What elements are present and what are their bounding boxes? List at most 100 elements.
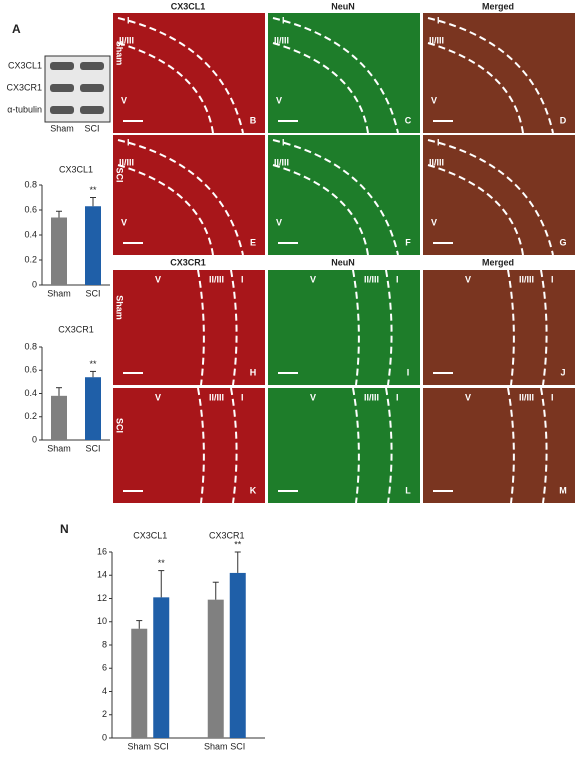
- y-tick-label: 12: [97, 593, 107, 603]
- y-tick-label: 0.2: [24, 411, 37, 421]
- column-header: NeuN: [331, 1, 355, 11]
- layer-boundary: [540, 387, 548, 504]
- micrograph: [113, 388, 265, 503]
- blot-lane-label: SCI: [84, 123, 99, 133]
- layer-label: II/III: [209, 392, 224, 402]
- layer-label: I: [437, 15, 440, 25]
- annotation: **: [89, 185, 97, 195]
- micrograph: [113, 13, 265, 133]
- layer-label: II/III: [364, 274, 379, 284]
- x-tick-label: Sham: [47, 288, 71, 298]
- layer-label: I: [551, 274, 554, 284]
- column-header: CX3CR1: [170, 257, 206, 267]
- panel-letter: J: [560, 367, 565, 377]
- layer-boundary: [427, 17, 554, 134]
- bar: [51, 217, 67, 285]
- layer-label: V: [121, 217, 127, 227]
- panel-letter: H: [250, 367, 257, 377]
- x-tick-label: Sham: [127, 741, 151, 751]
- layer-boundary: [427, 139, 554, 256]
- column-header: Merged: [482, 257, 514, 267]
- layer-label: V: [310, 392, 316, 402]
- column-header: CX3CL1: [171, 1, 206, 11]
- layer-label: V: [121, 95, 127, 105]
- y-tick-label: 0.8: [24, 179, 37, 189]
- group-label: CX3CR1: [209, 530, 245, 540]
- layer-boundary: [385, 387, 393, 504]
- blot-band: [50, 62, 74, 70]
- y-tick-label: 4: [102, 686, 107, 696]
- row-label: Sham: [115, 295, 125, 320]
- layer-boundary: [352, 387, 360, 504]
- row-label: SCI: [115, 167, 125, 182]
- layer-label: II/III: [274, 157, 289, 167]
- layer-label: V: [431, 217, 437, 227]
- chart-title: CX3CR1: [58, 324, 94, 334]
- blot-row-label: CX3CR1: [6, 82, 42, 92]
- blot-band: [80, 62, 104, 70]
- layer-label: I: [127, 15, 130, 25]
- panel-letter: I: [407, 367, 410, 377]
- layer-label: II/III: [209, 274, 224, 284]
- x-tick-label: SCI: [85, 443, 100, 453]
- row-label: Sham: [115, 41, 125, 66]
- layer-label: V: [431, 95, 437, 105]
- layer-boundary: [427, 164, 524, 256]
- layer-boundary: [230, 387, 238, 504]
- layer-label: V: [310, 274, 316, 284]
- x-tick-label: SCI: [85, 288, 100, 298]
- y-tick-label: 0: [102, 732, 107, 742]
- layer-boundary: [385, 269, 393, 386]
- y-tick-label: 10: [97, 616, 107, 626]
- panel-letter: E: [250, 237, 256, 247]
- annotation: **: [234, 539, 242, 549]
- x-tick-label: Sham: [47, 443, 71, 453]
- layer-label: II/III: [364, 392, 379, 402]
- y-tick-label: 0.4: [24, 388, 37, 398]
- layer-label: I: [127, 137, 130, 147]
- panel-letter: D: [560, 115, 567, 125]
- panel-letter: M: [559, 485, 567, 495]
- y-tick-label: 0.2: [24, 254, 37, 264]
- layer-label: II/III: [519, 274, 534, 284]
- panel-letter: G: [559, 237, 566, 247]
- bar: [131, 628, 148, 738]
- layer-boundary: [272, 42, 369, 134]
- layer-boundary: [197, 269, 205, 386]
- blot-row-label: CX3CL1: [8, 60, 42, 70]
- layer-label: I: [396, 392, 399, 402]
- blot-band: [50, 106, 74, 114]
- layer-label: I: [396, 274, 399, 284]
- layer-boundary: [427, 42, 524, 134]
- chart-title: CX3CL1: [59, 164, 93, 174]
- blot-band: [80, 84, 104, 92]
- row-label: SCI: [115, 418, 125, 433]
- layer-label: V: [465, 392, 471, 402]
- bar: [207, 599, 224, 738]
- blot-band: [80, 106, 104, 114]
- layer-label: I: [282, 15, 285, 25]
- group-label: CX3CL1: [133, 530, 167, 540]
- annotation: **: [89, 359, 97, 369]
- y-tick-label: 0: [32, 434, 37, 444]
- layer-label: V: [155, 274, 161, 284]
- micrograph: [268, 135, 420, 255]
- panel-letter: K: [250, 485, 257, 495]
- blot-lane-label: Sham: [50, 123, 74, 133]
- micrograph: [423, 388, 575, 503]
- layer-label: II/III: [274, 35, 289, 45]
- blot-row-label: α-tubulin: [7, 104, 42, 114]
- column-header: Merged: [482, 1, 514, 11]
- layer-label: I: [241, 274, 244, 284]
- y-tick-label: 2: [102, 709, 107, 719]
- layer-label: V: [465, 274, 471, 284]
- layer-boundary: [507, 387, 515, 504]
- bar: [85, 377, 101, 440]
- panel-letter: B: [250, 115, 257, 125]
- micrograph: [113, 270, 265, 385]
- panel-letter: A: [12, 22, 21, 36]
- y-tick-label: 0.6: [24, 365, 37, 375]
- layer-label: II/III: [519, 392, 534, 402]
- layer-label: V: [276, 217, 282, 227]
